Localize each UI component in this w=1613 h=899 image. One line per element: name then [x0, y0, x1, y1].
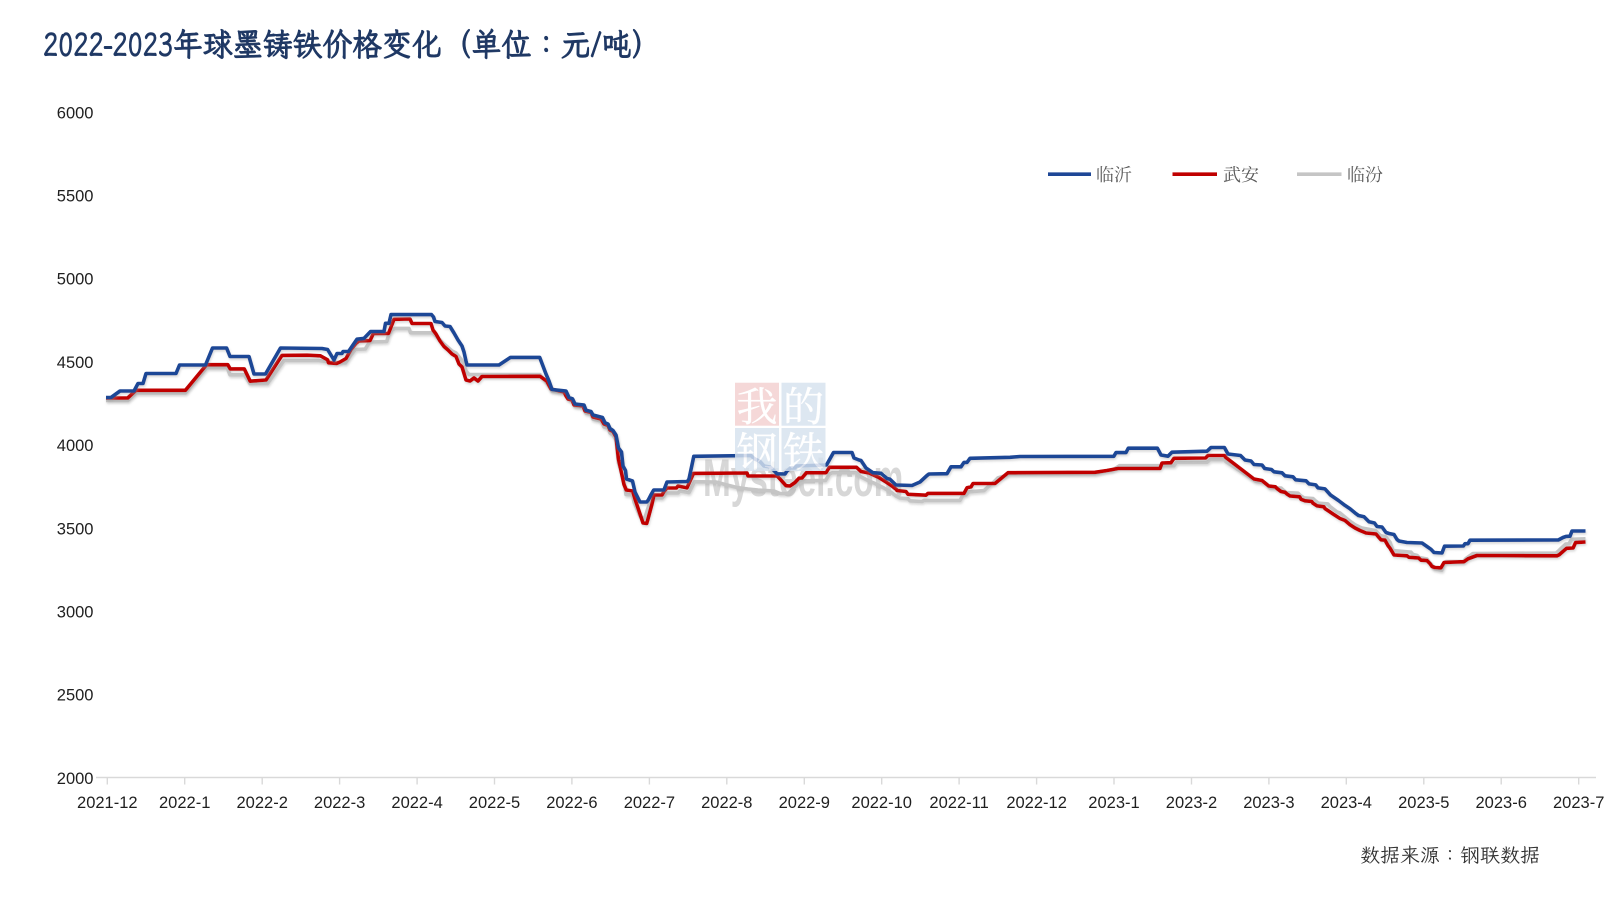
svg-text:3500: 3500: [57, 520, 94, 538]
svg-text:2022-2: 2022-2: [237, 794, 288, 812]
svg-text:2023-6: 2023-6: [1476, 794, 1527, 812]
svg-text:2022-7: 2022-7: [624, 794, 675, 812]
svg-text:2022-5: 2022-5: [469, 794, 520, 812]
svg-text:4500: 4500: [57, 354, 94, 372]
svg-text:2022-3: 2022-3: [314, 794, 365, 812]
svg-text:2021-12: 2021-12: [77, 794, 138, 812]
svg-text:5000: 5000: [57, 271, 94, 289]
svg-text:6000: 6000: [57, 104, 94, 122]
svg-text:2022-6: 2022-6: [546, 794, 597, 812]
svg-text:2023-2: 2023-2: [1166, 794, 1217, 812]
svg-text:2022-10: 2022-10: [851, 794, 912, 812]
svg-text:2023-1: 2023-1: [1088, 794, 1139, 812]
svg-text:5500: 5500: [57, 188, 94, 206]
svg-text:2023-3: 2023-3: [1243, 794, 1294, 812]
svg-text:2000: 2000: [57, 770, 94, 788]
svg-text:2023-4: 2023-4: [1321, 794, 1372, 812]
svg-text:2022-1: 2022-1: [159, 794, 210, 812]
svg-text:2022-9: 2022-9: [779, 794, 830, 812]
svg-text:2023-7: 2023-7: [1553, 794, 1604, 812]
svg-text:2022-8: 2022-8: [701, 794, 752, 812]
svg-text:2022-12: 2022-12: [1006, 794, 1067, 812]
svg-text:2500: 2500: [57, 687, 94, 705]
svg-text:2022-11: 2022-11: [929, 794, 988, 812]
svg-text:2023-5: 2023-5: [1398, 794, 1449, 812]
svg-text:4000: 4000: [57, 437, 94, 455]
svg-text:3000: 3000: [57, 604, 94, 622]
svg-text:2022-4: 2022-4: [391, 794, 442, 812]
